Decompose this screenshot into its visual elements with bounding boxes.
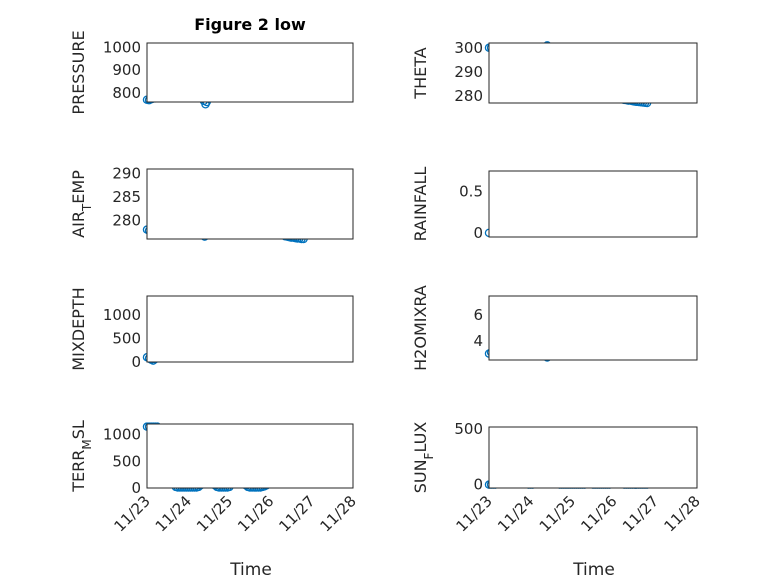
y-tick-label: 0 — [131, 479, 141, 497]
x-tick-label: 11/27 — [275, 492, 318, 535]
y-tick-label: 500 — [112, 329, 141, 347]
y-tick-label: 900 — [112, 61, 141, 79]
axes-frame — [146, 423, 354, 489]
axes-frame — [488, 426, 698, 489]
y-axis-label-subscript: M — [80, 439, 94, 449]
y-tick-label: 290 — [112, 165, 141, 183]
y-tick-label: 0 — [473, 224, 483, 242]
x-tick-label: 11/27 — [619, 492, 662, 535]
x-tick-label: 11/24 — [494, 492, 537, 535]
y-tick-label: 800 — [112, 84, 141, 102]
y-axis-label: H2OMIXRA — [411, 285, 430, 371]
subplot-theta: 280 290 300 THETA — [411, 39, 698, 108]
y-axis-label: MIXDEPTH — [69, 287, 88, 370]
y-tick-label: 0.5 — [459, 183, 483, 201]
y-tick-label: 4 — [473, 332, 483, 350]
axes-frame — [146, 42, 354, 103]
y-axis-label-tail: EMP — [69, 170, 88, 204]
x-tick-label: 11/25 — [193, 492, 236, 535]
subplot-h2omixra: 4 6 H2OMIXRA — [411, 285, 698, 371]
axes-frame — [146, 168, 354, 240]
axes-frame — [146, 295, 354, 363]
subplot-pressure: 800 900 1000 PRESSURE — [69, 30, 354, 115]
axes-frame — [488, 42, 698, 104]
y-axis-label: THETA — [411, 47, 430, 99]
y-tick-label: 280 — [454, 87, 483, 105]
y-axis-label-tail: LUX — [411, 422, 430, 453]
subplot-mixdepth: 0 500 1000 MIXDEPTH — [69, 287, 354, 371]
y-tick-label: 1000 — [103, 39, 141, 57]
figure-title: Figure 2 low — [194, 15, 306, 34]
x-axis-label-right: Time — [572, 560, 615, 580]
y-tick-label: 1000 — [103, 426, 141, 444]
x-tick-label: 11/28 — [317, 492, 360, 535]
x-tick-label: 11/23 — [111, 492, 154, 535]
x-tick-label: 11/26 — [577, 492, 620, 535]
y-tick-label: 280 — [112, 211, 141, 229]
y-axis-label: RAINFALL — [411, 167, 430, 242]
y-axis-label: AIRTEMP — [69, 170, 94, 238]
subplot-air-temp: 280 285 290 AIRTEMP — [69, 165, 354, 244]
y-tick-label: 285 — [112, 188, 141, 206]
y-tick-label: 300 — [454, 39, 483, 57]
y-tick-label: 0 — [131, 353, 141, 371]
x-tick-label: 11/24 — [152, 492, 195, 535]
y-tick-label: 500 — [112, 452, 141, 470]
subplot-rainfall: 0 0.5 RAINFALL — [411, 167, 698, 242]
x-tick-label: 11/25 — [536, 492, 579, 535]
x-tick-label: 11/26 — [234, 492, 277, 535]
y-tick-label: 1000 — [103, 306, 141, 324]
y-axis-label-subscript: T — [80, 203, 94, 212]
y-tick-label: 500 — [454, 420, 483, 438]
x-tick-label: 11/23 — [453, 492, 496, 535]
y-tick-label: 6 — [473, 306, 483, 324]
y-axis-label-tail: SL — [69, 420, 88, 439]
axes-frame — [488, 295, 698, 361]
y-axis-label: SUNFLUX — [411, 422, 436, 494]
x-axis-label-left: Time — [229, 560, 272, 580]
y-tick-label: 290 — [454, 63, 483, 81]
y-axis-label: PRESSURE — [69, 30, 88, 114]
x-tick-label: 11/28 — [661, 492, 704, 535]
y-axis-label-subscript: F — [422, 452, 436, 459]
y-axis-label: TERRMSL — [69, 420, 94, 493]
y-tick-label: 0 — [473, 476, 483, 494]
axes-frame — [488, 170, 698, 238]
